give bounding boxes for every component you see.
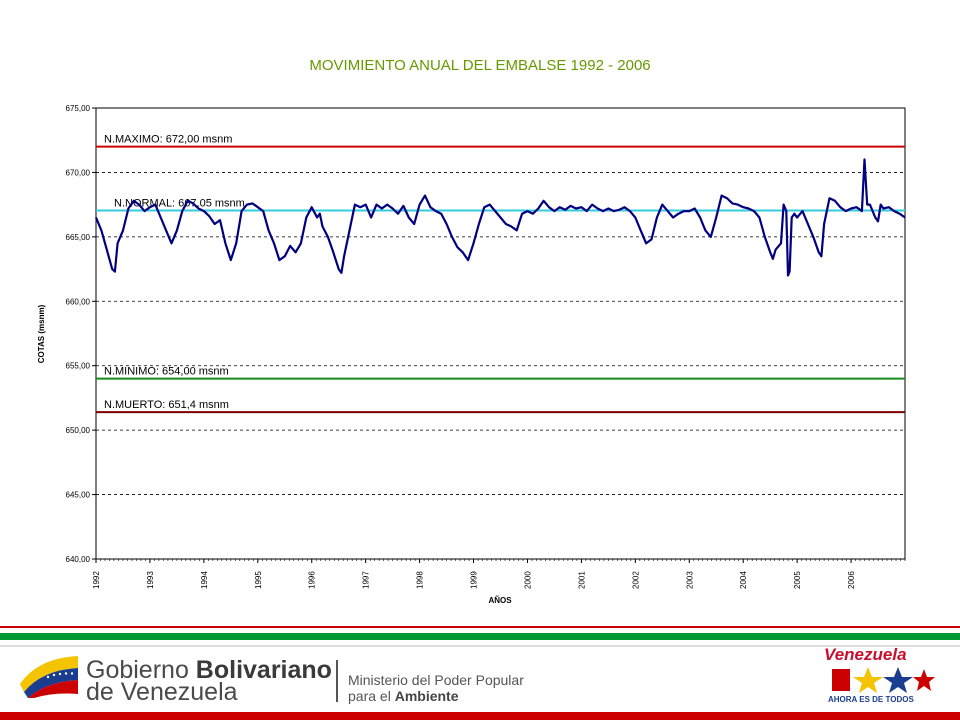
ministry-line1: Ministerio del Poder Popular — [348, 672, 524, 688]
x-tick-label: 1998 — [416, 571, 425, 589]
footer-stripe-red — [0, 626, 960, 628]
x-tick-label: 1999 — [470, 571, 479, 589]
y-tick-label: 660,00 — [66, 297, 91, 306]
footer-stripe-green — [0, 633, 960, 640]
y-tick-label: 665,00 — [66, 233, 91, 242]
footer-stripe-bottom — [0, 712, 960, 720]
footer-stripe-gray — [0, 645, 960, 647]
grid — [96, 172, 905, 495]
brand-word: Venezuela — [824, 645, 907, 664]
y-tick-label: 675,00 — [66, 104, 91, 113]
x-tick-label: 2001 — [577, 571, 586, 589]
x-tick-label: 2005 — [793, 571, 802, 589]
logo-divider — [336, 660, 338, 702]
y-axis: 640,00 645,00 650,00 655,00 660,00 665,00 670,… — [66, 104, 96, 564]
x-tick-label: 1996 — [308, 571, 317, 589]
venezuela-brand-logo: Venezuela AHORA ES DE TODOS — [822, 645, 942, 707]
x-tick-label: 1992 — [92, 571, 101, 589]
plot-area — [95, 107, 906, 560]
y-tick-label: 655,00 — [66, 362, 91, 371]
gov-subtitle: de Venezuela — [86, 678, 238, 706]
gov-title: Gobierno Bolivariano — [86, 656, 332, 684]
y-tick-label: 645,00 — [66, 491, 91, 500]
x-tick-label: 1993 — [146, 571, 155, 589]
brand-slogan: AHORA ES DE TODOS — [828, 695, 914, 704]
x-axis-label: AÑOS — [488, 596, 512, 605]
reference-label: N.NORMAL: 667,05 msnm — [114, 197, 245, 209]
x-tick-label: 2004 — [739, 571, 748, 589]
x-tick-label: 1994 — [200, 571, 209, 589]
reference-label: N.MAXIMO: 672,00 msnm — [104, 134, 232, 146]
y-tick-label: 650,00 — [66, 426, 91, 435]
x-tick-label: 2003 — [685, 571, 694, 589]
x-tick-label: 2006 — [847, 571, 856, 589]
reference-lines: N.MAXIMO: 672,00 msnm N.NORMAL: 667,05 ms… — [96, 134, 905, 414]
x-tick-label: 1995 — [254, 571, 263, 589]
chart-title: MOVIMIENTO ANUAL DEL EMBALSE 1992 - 2006 — [309, 57, 650, 74]
venezuela-flag-icon — [20, 656, 78, 698]
x-axis: 1992 1993 1994 1995 1996 1997 1998 1999 2000 2001… — [92, 559, 906, 589]
star-figures-icon — [832, 667, 935, 693]
footer — [0, 623, 960, 720]
x-tick-label: 2002 — [631, 571, 640, 589]
x-tick-label: 1997 — [362, 571, 371, 589]
y-axis-label: COTAS (msnm) — [37, 304, 46, 363]
gobierno-logo: Gobierno Bolivariano de Venezuela — [18, 650, 348, 706]
chart: MOVIMIENTO ANUAL DEL EMBALSE 1992 - 2006… — [37, 57, 906, 605]
y-tick-label: 670,00 — [66, 168, 91, 177]
ministry-line2: para el Ambiente — [348, 688, 459, 704]
y-tick-label: 640,00 — [66, 555, 91, 564]
reference-label: N.MINIMO: 654,00 msnm — [104, 366, 229, 378]
series — [94, 158, 906, 277]
series-line — [94, 158, 906, 277]
reference-label: N.MUERTO: 651,4 msnm — [104, 399, 229, 411]
x-tick-label: 2000 — [523, 571, 532, 589]
